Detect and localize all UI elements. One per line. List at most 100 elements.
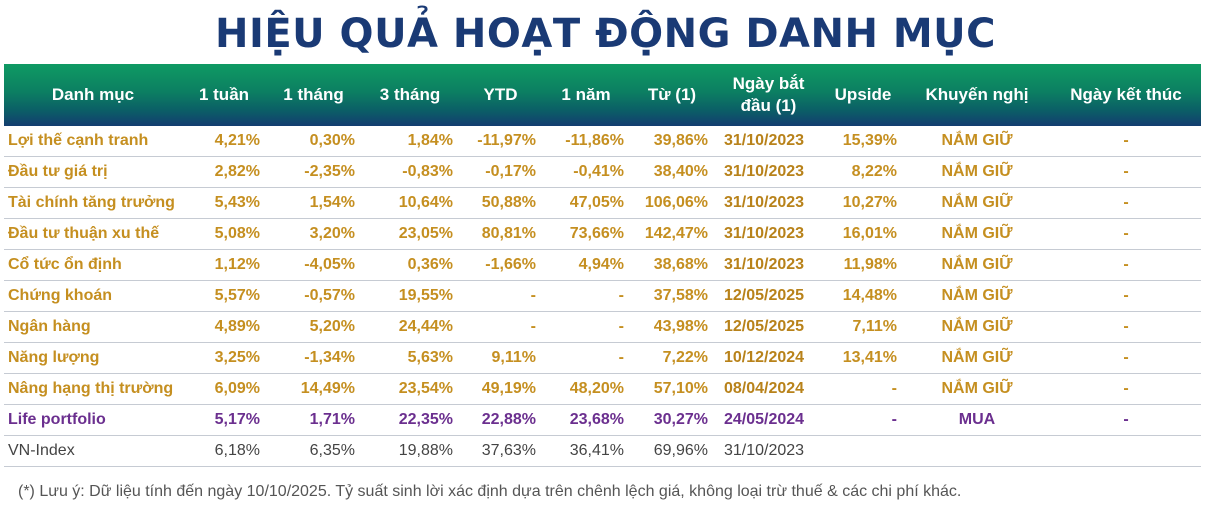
- cell-1-year: 47,05%: [542, 187, 630, 219]
- cell-end-date: -: [1051, 311, 1201, 343]
- cell-upside: 11,98%: [823, 249, 903, 281]
- cell-upside: [823, 435, 903, 467]
- cell-since-inception: 7,22%: [630, 342, 714, 374]
- cell-1-week: 5,57%: [182, 280, 266, 312]
- cell-end-date: -: [1051, 404, 1201, 436]
- cell-1-year: -: [542, 311, 630, 343]
- cell-upside: 8,22%: [823, 156, 903, 188]
- cell-end-date: -: [1051, 373, 1201, 405]
- cell-recommendation: [903, 435, 1051, 467]
- cell-upside: 10,27%: [823, 187, 903, 219]
- cell-3-months: 1,84%: [361, 126, 459, 157]
- cell-1-year: 36,41%: [542, 435, 630, 467]
- cell-3-months: 23,05%: [361, 218, 459, 250]
- table-row: Đầu tư giá trị 2,82% -2,35% -0,83% -0,17% -0,…: [4, 156, 1201, 188]
- cell-1-month: 14,49%: [266, 373, 361, 405]
- cell-1-month: 6,35%: [266, 435, 361, 467]
- cell-3-months: 10,64%: [361, 187, 459, 219]
- cell-start-date: 31/10/2023: [714, 126, 823, 157]
- table-row: Nâng hạng thị trường 6,09% 14,49% 23,54% 49,…: [4, 373, 1201, 405]
- cell-upside: -: [823, 373, 903, 405]
- cell-ytd: -: [459, 280, 542, 312]
- cell-category: Đầu tư giá trị: [4, 156, 182, 188]
- cell-1-week: 4,21%: [182, 126, 266, 157]
- cell-1-month: 0,30%: [266, 126, 361, 157]
- cell-1-month: -2,35%: [266, 156, 361, 188]
- footnote: (*) Lưu ý: Dữ liệu tính đến ngày 10/10/2…: [18, 483, 962, 500]
- cell-3-months: 24,44%: [361, 311, 459, 343]
- cell-recommendation: NẮM GIỮ: [903, 218, 1051, 250]
- cell-category: Đầu tư thuận xu thế: [4, 218, 182, 250]
- cell-end-date: -: [1051, 126, 1201, 157]
- cell-upside: 14,48%: [823, 280, 903, 312]
- cell-end-date: -: [1051, 280, 1201, 312]
- table-row: Đầu tư thuận xu thế 5,08% 3,20% 23,05% 80,81…: [4, 218, 1201, 250]
- cell-recommendation: NẮM GIỮ: [903, 342, 1051, 374]
- cell-1-month: 3,20%: [266, 218, 361, 250]
- cell-recommendation: NẮM GIỮ: [903, 373, 1051, 405]
- col-header-upside: Upside: [823, 64, 903, 126]
- col-header-category: Danh mục: [4, 64, 182, 126]
- table-row: Tài chính tăng trưởng 5,43% 1,54% 10,64% 50,…: [4, 187, 1201, 219]
- cell-1-week: 6,18%: [182, 435, 266, 467]
- cell-since-inception: 142,47%: [630, 218, 714, 250]
- cell-1-week: 5,08%: [182, 218, 266, 250]
- cell-3-months: 0,36%: [361, 249, 459, 281]
- portfolio-performance-table: Danh mục 1 tuần 1 tháng 3 tháng YTD 1 nă…: [4, 64, 1201, 467]
- cell-1-year: -: [542, 342, 630, 374]
- cell-1-year: -0,41%: [542, 156, 630, 188]
- cell-ytd: -11,97%: [459, 126, 542, 157]
- cell-1-week: 2,82%: [182, 156, 266, 188]
- cell-category: Tài chính tăng trưởng: [4, 187, 182, 219]
- cell-since-inception: 106,06%: [630, 187, 714, 219]
- col-header-1-year: 1 năm: [542, 64, 630, 126]
- cell-start-date: 10/12/2024: [714, 342, 823, 374]
- cell-since-inception: 30,27%: [630, 404, 714, 436]
- cell-end-date: -: [1051, 218, 1201, 250]
- cell-start-date: 31/10/2023: [714, 435, 823, 467]
- cell-1-month: -0,57%: [266, 280, 361, 312]
- cell-3-months: 23,54%: [361, 373, 459, 405]
- cell-since-inception: 39,86%: [630, 126, 714, 157]
- cell-recommendation: MUA: [903, 404, 1051, 436]
- cell-category: Life portfolio: [4, 404, 182, 436]
- cell-end-date: [1051, 435, 1201, 467]
- cell-category: Lợi thế cạnh tranh: [4, 126, 182, 157]
- cell-upside: 16,01%: [823, 218, 903, 250]
- cell-1-week: 5,17%: [182, 404, 266, 436]
- table-row: Life portfolio 5,17% 1,71% 22,35% 22,88% 23,6…: [4, 404, 1201, 436]
- header-row: Danh mục 1 tuần 1 tháng 3 tháng YTD 1 nă…: [4, 64, 1201, 126]
- cell-since-inception: 69,96%: [630, 435, 714, 467]
- cell-start-date: 12/05/2025: [714, 311, 823, 343]
- cell-since-inception: 38,40%: [630, 156, 714, 188]
- cell-1-week: 6,09%: [182, 373, 266, 405]
- col-header-since-inception: Từ (1): [630, 64, 714, 126]
- cell-1-year: 48,20%: [542, 373, 630, 405]
- col-header-3-months: 3 tháng: [361, 64, 459, 126]
- cell-1-month: -1,34%: [266, 342, 361, 374]
- cell-upside: 13,41%: [823, 342, 903, 374]
- col-header-1-week: 1 tuần: [182, 64, 266, 126]
- cell-ytd: 37,63%: [459, 435, 542, 467]
- cell-3-months: 22,35%: [361, 404, 459, 436]
- cell-category: Chứng khoán: [4, 280, 182, 312]
- col-header-1-month: 1 tháng: [266, 64, 361, 126]
- cell-3-months: 5,63%: [361, 342, 459, 374]
- col-header-recommendation: Khuyến nghị: [903, 64, 1051, 126]
- cell-start-date: 24/05/2024: [714, 404, 823, 436]
- cell-ytd: -0,17%: [459, 156, 542, 188]
- cell-recommendation: NẮM GIỮ: [903, 280, 1051, 312]
- cell-1-week: 3,25%: [182, 342, 266, 374]
- table-row: Cổ tức ổn định 1,12% -4,05% 0,36% -1,66% 4,94…: [4, 249, 1201, 281]
- cell-3-months: 19,88%: [361, 435, 459, 467]
- cell-upside: 7,11%: [823, 311, 903, 343]
- cell-1-year: -: [542, 280, 630, 312]
- col-header-start-date: Ngày bắt đầu (1): [714, 64, 823, 126]
- cell-1-month: -4,05%: [266, 249, 361, 281]
- table-row: Chứng khoán 5,57% -0,57% 19,55% - -37,58% 12/0…: [4, 280, 1201, 312]
- cell-end-date: -: [1051, 187, 1201, 219]
- cell-category: Ngân hàng: [4, 311, 182, 343]
- cell-since-inception: 37,58%: [630, 280, 714, 312]
- col-header-end-date: Ngày kết thúc: [1051, 64, 1201, 126]
- cell-end-date: -: [1051, 249, 1201, 281]
